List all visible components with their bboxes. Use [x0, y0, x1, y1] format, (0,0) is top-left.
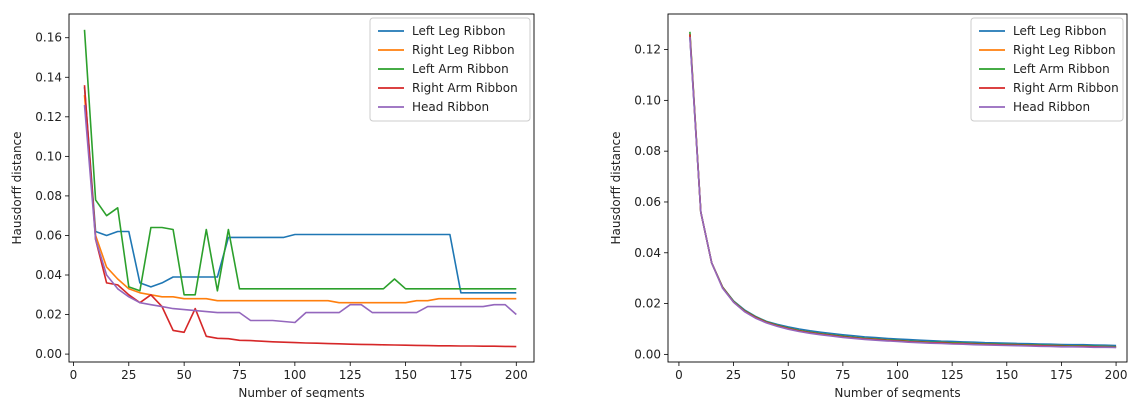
y-tick-label: 0.12	[35, 110, 62, 124]
x-tick-label: 200	[505, 368, 528, 382]
y-tick-label: 0.00	[634, 347, 661, 361]
x-tick-label: 25	[726, 368, 741, 382]
y-tick-label: 0.06	[35, 228, 62, 242]
y-tick-label: 0.10	[634, 93, 661, 107]
x-tick-label: 150	[995, 368, 1018, 382]
x-tick-label: 125	[941, 368, 964, 382]
legend-label: Left Arm Ribbon	[412, 62, 509, 76]
series-line-right-leg-ribbon	[83, 95, 517, 304]
y-tick-label: 0.06	[634, 195, 661, 209]
y-tick-label: 0.08	[35, 189, 62, 203]
x-tick-label: 175	[1050, 368, 1073, 382]
y-tick-label: 0.02	[35, 308, 62, 322]
series-line-head-ribbon	[689, 36, 1117, 349]
chart-right: 0 25 50 75 100 125 150 175 200 0.00 0.02 0.04 0.06 0.…	[609, 13, 1128, 398]
x-tick-label: 200	[1105, 368, 1128, 382]
legend-label: Left Leg Ribbon	[1013, 24, 1107, 38]
y-tick-label: 0.04	[35, 268, 62, 282]
x-axis-label: Number of segments	[834, 386, 960, 398]
legend-label: Head Ribbon	[412, 100, 489, 114]
legend-label: Right Leg Ribbon	[412, 43, 515, 57]
x-axis-label: Number of segments	[238, 386, 364, 398]
chart-left: 0 25 50 75 100 125 150 175 200 0.00 0.02 0.04 0.06 0.…	[10, 13, 535, 398]
legend-label: Right Leg Ribbon	[1013, 43, 1116, 57]
legend-label: Right Arm Ribbon	[1013, 81, 1119, 95]
plot-frame	[68, 13, 535, 363]
x-tick-label: 0	[70, 368, 78, 382]
y-tick-label: 0.16	[35, 31, 62, 45]
legend-box	[970, 17, 1124, 122]
series-line-left-arm-ribbon	[83, 29, 517, 296]
x-tick-label: 125	[339, 368, 362, 382]
x-tick-label: 50	[781, 368, 796, 382]
x-tick-label: 75	[232, 368, 247, 382]
series-line-left-leg-ribbon	[83, 87, 517, 294]
x-tick-label: 100	[886, 368, 909, 382]
legend-label: Head Ribbon	[1013, 100, 1090, 114]
y-tick-label: 0.04	[634, 246, 661, 260]
legend-label: Left Arm Ribbon	[1013, 62, 1110, 76]
x-tick-label: 75	[835, 368, 850, 382]
y-tick-label: 0.00	[35, 347, 62, 361]
legend-label: Right Arm Ribbon	[412, 81, 518, 95]
y-tick-label: 0.08	[634, 144, 661, 158]
y-tick-label: 0.14	[35, 70, 62, 84]
x-tick-label: 50	[177, 368, 192, 382]
legend-box	[369, 17, 531, 122]
y-tick-label: 0.12	[634, 43, 661, 57]
legend-label: Left Leg Ribbon	[412, 24, 506, 38]
x-tick-label: 25	[121, 368, 136, 382]
x-tick-label: 175	[449, 368, 472, 382]
series-line-head-ribbon	[83, 104, 517, 324]
y-tick-label: 0.10	[35, 149, 62, 163]
y-axis-label: Hausdorff distance	[609, 131, 623, 244]
y-axis-label: Hausdorff distance	[10, 131, 24, 244]
x-tick-label: 100	[283, 368, 306, 382]
y-tick-label: 0.02	[634, 297, 661, 311]
series-line-right-arm-ribbon	[83, 85, 517, 348]
x-tick-label: 150	[394, 368, 417, 382]
x-tick-label: 0	[675, 368, 683, 382]
